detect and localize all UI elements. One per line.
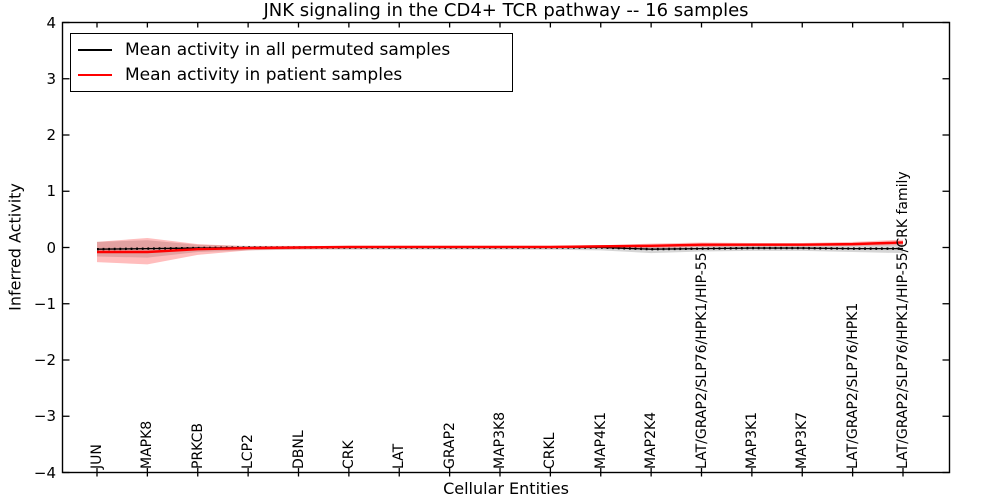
x-tick-label: LAT/GRAP2/SLP76/HPK1/HIP-55/CRK family bbox=[895, 171, 911, 469]
x-tick-label: PRKCB bbox=[189, 423, 206, 469]
x-tick-label: MAP3K7 bbox=[794, 411, 811, 469]
x-tick-label: MAP3K8 bbox=[492, 411, 508, 469]
x-axis-label: Cellular Entities bbox=[443, 479, 569, 498]
legend: Mean activity in all permuted samples Me… bbox=[70, 33, 513, 92]
legend-entry-patient: Mean activity in patient samples bbox=[78, 65, 512, 85]
chart-title: JNK signaling in the CD4+ TCR pathway --… bbox=[263, 0, 749, 21]
y-tick-label: 1 bbox=[46, 182, 56, 201]
x-tick-label: LAT bbox=[391, 443, 408, 469]
y-tick-label: 2 bbox=[46, 126, 56, 144]
legend-label-permuted: Mean activity in all permuted samples bbox=[125, 39, 451, 60]
x-tick-label: CRK bbox=[340, 440, 357, 469]
x-tick-label: CRKL bbox=[542, 432, 559, 469]
legend-line-red bbox=[78, 74, 112, 77]
x-tick-label: GRAP2 bbox=[441, 422, 458, 469]
band-patient bbox=[97, 237, 903, 265]
y-tick-label: 4 bbox=[46, 13, 56, 32]
x-tick-label: MAP2K4 bbox=[643, 411, 660, 469]
legend-line-black bbox=[78, 48, 112, 51]
y-tick-label: 0 bbox=[46, 238, 56, 257]
y-tick-label: −4 bbox=[33, 463, 56, 482]
y-tick-label: −3 bbox=[33, 407, 56, 426]
x-tick-label: JUN bbox=[89, 444, 105, 469]
legend-label-patient: Mean activity in patient samples bbox=[125, 65, 403, 86]
x-tick-label: MAP4K1 bbox=[592, 411, 609, 469]
y-tick-label: −2 bbox=[33, 351, 56, 369]
x-tick-label: LAT/GRAP2/SLP76/HPK1 bbox=[844, 302, 861, 469]
y-tick-label: 3 bbox=[46, 69, 56, 88]
x-tick-label: LAT/GRAP2/SLP76/HPK1/HIP-55 bbox=[693, 252, 710, 469]
x-tick-label: MAP3K1 bbox=[743, 411, 760, 469]
x-tick-label: LCP2 bbox=[240, 434, 257, 469]
y-tick-label: −1 bbox=[33, 294, 56, 313]
legend-entry-permuted: Mean activity in all permuted samples bbox=[78, 40, 512, 60]
x-tick-label: DBNL bbox=[290, 430, 307, 469]
x-tick-label: MAPK8 bbox=[139, 420, 156, 469]
series-line-patient bbox=[97, 241, 904, 254]
